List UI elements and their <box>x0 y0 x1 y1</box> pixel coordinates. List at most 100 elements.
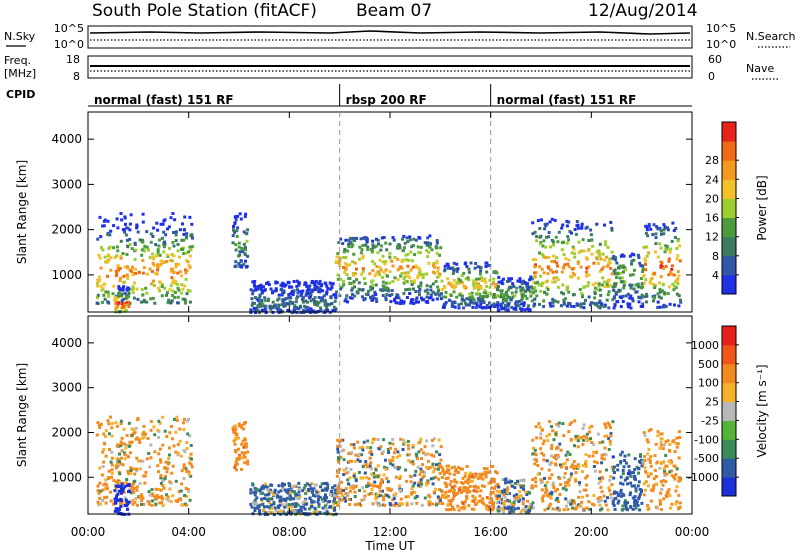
echo-cell <box>429 288 433 292</box>
echo-cell <box>260 486 264 490</box>
echo-cell <box>634 506 638 510</box>
echo-cell <box>278 510 282 513</box>
echo-cell <box>329 493 332 496</box>
echo-cell <box>415 296 419 300</box>
echo-cell <box>446 476 450 480</box>
echo-cell <box>365 446 369 449</box>
echo-cell <box>337 482 341 485</box>
echo-cell <box>342 250 346 254</box>
echo-cell <box>258 508 262 512</box>
echo-cell <box>506 480 510 484</box>
echo-cell <box>489 303 493 307</box>
echo-cell <box>623 454 627 458</box>
echo-cell <box>499 295 503 299</box>
echo-cell <box>564 484 567 488</box>
echo-cell <box>114 308 118 312</box>
echo-cell <box>569 437 573 441</box>
echo-cell <box>536 219 540 223</box>
echo-cell <box>283 483 286 487</box>
echo-cell <box>185 446 189 450</box>
echo-cell <box>234 431 238 435</box>
echo-cell <box>135 488 139 492</box>
echo-cell <box>667 285 671 289</box>
echo-cell <box>238 250 242 254</box>
echo-cell <box>254 296 257 299</box>
echo-cell <box>98 215 102 219</box>
echo-cell <box>576 434 580 438</box>
echo-cell <box>96 280 100 283</box>
echo-cell <box>159 482 163 485</box>
echo-cell <box>488 291 492 295</box>
echo-cell <box>158 421 162 425</box>
echo-cell <box>102 448 106 451</box>
echo-cell <box>257 309 260 313</box>
echo-cell <box>277 303 281 307</box>
echo-cell <box>168 480 172 484</box>
echo-cell <box>99 502 102 506</box>
echo-cell <box>632 258 636 262</box>
echo-cell <box>590 441 594 444</box>
echo-cell <box>398 266 402 270</box>
echo-cell <box>130 485 134 489</box>
echo-cell <box>336 277 340 281</box>
echo-cell <box>451 266 455 270</box>
echo-cell <box>349 468 353 471</box>
echo-cell <box>165 493 168 497</box>
echo-cell <box>492 293 496 296</box>
echo-cell <box>134 426 138 430</box>
echo-cell <box>475 301 479 305</box>
echo-cell <box>366 293 370 297</box>
echo-cell <box>511 505 515 509</box>
echo-cell <box>387 451 391 454</box>
echo-cell <box>421 463 425 467</box>
echo-cell <box>170 471 174 475</box>
echo-cell <box>175 418 179 422</box>
echo-cell <box>674 286 678 290</box>
echo-cell <box>493 487 497 491</box>
echo-cell <box>484 306 488 310</box>
echo-cell <box>167 457 171 461</box>
echo-cell <box>490 486 494 490</box>
echo-cell <box>626 508 629 512</box>
echo-cell <box>127 301 131 304</box>
echo-cell <box>156 266 160 270</box>
echo-cell <box>410 502 414 506</box>
echo-cell <box>651 489 655 493</box>
echo-cell <box>430 439 434 442</box>
echo-cell <box>258 311 262 315</box>
echo-cell <box>669 506 672 510</box>
echo-cell <box>119 489 123 493</box>
echo-cell <box>112 479 116 483</box>
echo-cell <box>538 251 541 255</box>
echo-cell <box>574 464 578 468</box>
echo-cell <box>169 269 173 273</box>
echo-cell <box>410 259 414 263</box>
cpid-label: CPID <box>6 88 35 101</box>
echo-cell <box>288 285 291 289</box>
echo-cell <box>581 507 585 511</box>
echo-cell <box>115 480 118 484</box>
echo-cell <box>400 502 404 506</box>
echo-cell <box>469 261 473 265</box>
echo-cell <box>637 295 641 299</box>
echo-cell <box>310 504 314 508</box>
echo-cell <box>652 223 656 227</box>
echo-cell <box>562 476 566 479</box>
echo-cell <box>264 485 268 489</box>
echo-cell <box>380 244 384 248</box>
echo-cell <box>166 301 170 305</box>
echo-cell <box>311 280 315 283</box>
echo-cell <box>397 296 401 300</box>
echo-cell <box>344 471 348 475</box>
echo-cell <box>355 290 359 294</box>
echo-cell <box>432 470 436 474</box>
echo-cell <box>121 298 125 302</box>
echo-cell <box>542 239 546 243</box>
echo-cell <box>574 434 578 438</box>
echo-cell <box>545 222 549 226</box>
echo-cell <box>411 445 415 449</box>
echo-cell <box>585 225 589 229</box>
echo-cell <box>116 492 120 496</box>
echo-cell <box>568 230 572 233</box>
echo-cell <box>584 488 588 492</box>
